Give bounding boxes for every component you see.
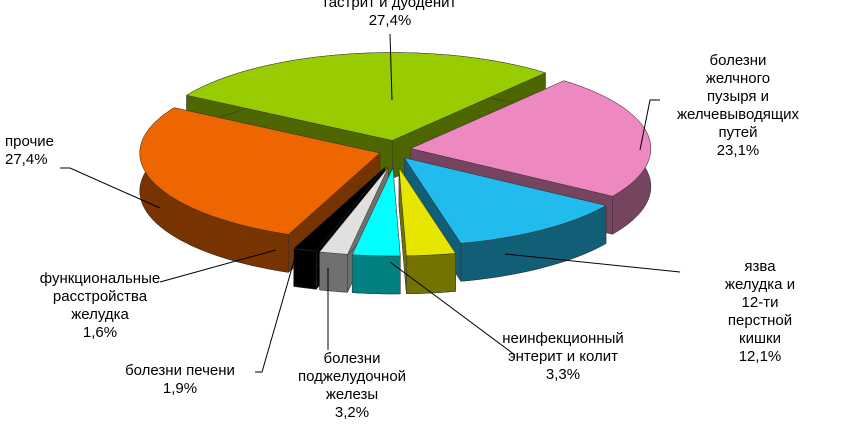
- value-label: 23,1%: [716, 142, 760, 159]
- value-label: 1,9%: [162, 380, 198, 397]
- value-label: 3,2%: [334, 404, 370, 421]
- slice-label: неинфекционный энтерит и колит 3,3%: [502, 330, 624, 384]
- slice-side: [351, 254, 401, 295]
- leader-line: [639, 99, 660, 151]
- slice: [410, 80, 652, 197]
- leader-line: [159, 249, 277, 283]
- slice-label: язва желудка и 12-ти перстной кишки 12,1%: [715, 258, 806, 366]
- slice-label: функциональные расстройства желудка 1,6%: [40, 270, 160, 342]
- slice-side: [406, 253, 456, 295]
- category-label: язва желудка и 12-ти перстной кишки: [724, 258, 796, 347]
- slice: [351, 167, 401, 257]
- slice-label: прочие 27,4%: [5, 133, 54, 169]
- slice: [185, 52, 547, 141]
- leader-line: [389, 261, 516, 356]
- leader-line: [255, 253, 297, 373]
- category-label: болезни печени: [125, 362, 235, 379]
- value-label: 12,1%: [738, 348, 782, 365]
- slice-label: болезни печени 1,9%: [125, 362, 235, 398]
- value-label: 1,6%: [82, 324, 118, 341]
- category-label: гастрит и дуоденит: [323, 0, 457, 11]
- leader-line: [389, 33, 393, 101]
- category-label: прочие: [5, 133, 55, 150]
- slice: [403, 157, 607, 244]
- slice: [293, 166, 386, 252]
- slice-side: [319, 251, 348, 293]
- value-label: 27,4%: [368, 12, 412, 29]
- leader-line: [504, 253, 681, 273]
- slice-label: болезни желчного пузыря и желчевыводящих…: [677, 52, 799, 160]
- category-label: неинфекционный энтерит и колит: [502, 330, 624, 365]
- category-label: функциональные расстройства желудка: [39, 270, 161, 323]
- category-label: болезни желчного пузыря и желчевыводящих…: [676, 52, 800, 141]
- leader-line: [60, 167, 161, 209]
- slice-label: болезни поджелудочной железы 3,2%: [298, 350, 406, 422]
- category-label: болезни поджелудочной железы: [297, 350, 407, 403]
- slice-label: гастрит и дуоденит 27,4%: [324, 0, 457, 30]
- value-label: 3,3%: [545, 366, 581, 383]
- slice-side: [293, 248, 317, 290]
- value-label: 27,4%: [5, 151, 48, 168]
- slice: [398, 167, 457, 257]
- slice: [139, 107, 381, 235]
- slice: [319, 167, 389, 255]
